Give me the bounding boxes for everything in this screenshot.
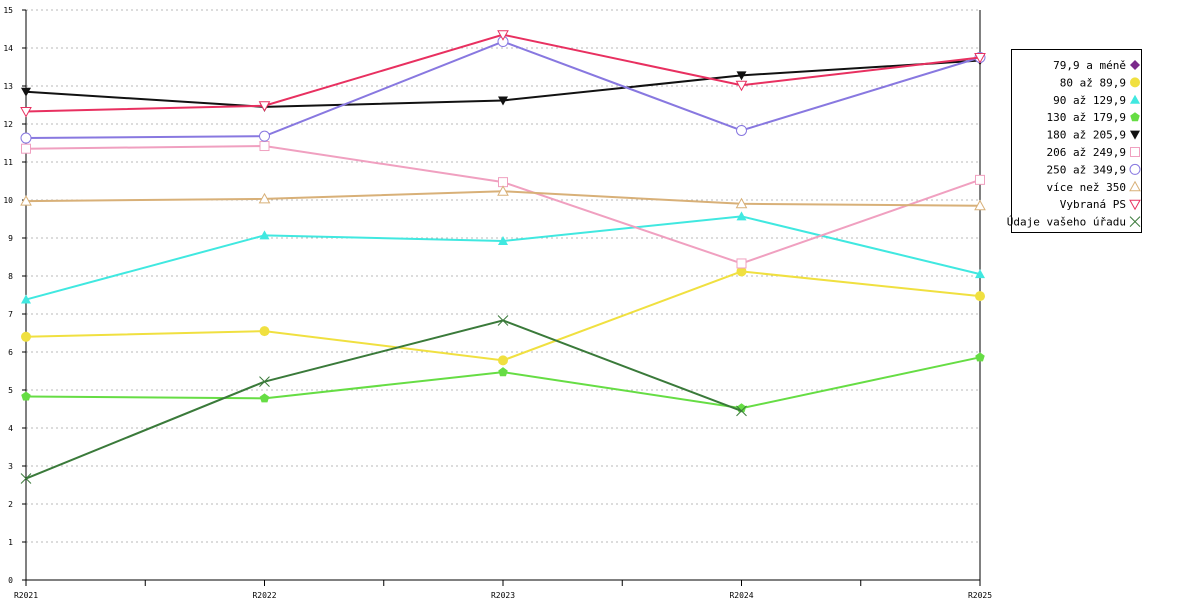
legend-label: 130 až 179,9 xyxy=(1047,111,1126,124)
legend-marker xyxy=(1129,199,1141,211)
series-line xyxy=(25,319,742,480)
data-point xyxy=(498,367,508,377)
data-point xyxy=(21,391,31,401)
data-point xyxy=(975,269,985,279)
series-1 xyxy=(21,266,985,366)
series-8 xyxy=(20,30,986,118)
series-line xyxy=(25,270,981,362)
y-tick-label: 4 xyxy=(8,424,13,433)
legend-label: 90 až 129,9 xyxy=(1053,94,1126,107)
y-tick-label: 10 xyxy=(3,196,13,205)
x-tick-label: R2021 xyxy=(14,591,38,600)
x-tick-label: R2022 xyxy=(252,591,276,600)
x-tick-label: R2024 xyxy=(729,591,753,600)
legend-label: 80 až 89,9 xyxy=(1060,76,1126,89)
legend-marker xyxy=(1129,180,1141,192)
legend: 79,9 a méně 80 až 89,9 90 až 129,9 130 až 1… xyxy=(1007,49,1142,233)
legend-box xyxy=(1011,49,1142,233)
y-tick-label: 6 xyxy=(8,348,13,357)
legend-marker xyxy=(1130,130,1140,140)
data-point xyxy=(975,291,985,302)
y-tick-label: 13 xyxy=(3,82,13,91)
data-point xyxy=(735,197,748,209)
y-tick-label: 8 xyxy=(8,272,13,281)
data-point xyxy=(259,130,270,142)
data-point xyxy=(258,192,271,204)
legend-marker xyxy=(1130,112,1140,122)
legend-label: 180 až 205,9 xyxy=(1047,129,1126,142)
data-point xyxy=(20,195,32,206)
legend-label: 79,9 a méně xyxy=(1053,59,1126,72)
x-tick-label: R2025 xyxy=(968,591,992,600)
series-5 xyxy=(21,141,985,269)
data-point xyxy=(974,199,986,211)
y-tick-label: 1 xyxy=(8,538,13,547)
series-4 xyxy=(21,56,985,112)
y-tick-label: 14 xyxy=(3,44,13,53)
legend-marker xyxy=(1130,94,1140,104)
legend-marker xyxy=(1130,147,1140,157)
data-point xyxy=(21,87,31,97)
legend-label: Vybraná PS xyxy=(1060,198,1126,211)
data-point xyxy=(974,53,986,64)
data-point xyxy=(736,258,747,269)
data-point xyxy=(736,71,747,81)
series-7 xyxy=(20,185,986,211)
y-tick-label: 0 xyxy=(8,576,13,585)
y-tick-label: 5 xyxy=(8,386,13,395)
data-point xyxy=(21,143,31,154)
x-tick-label: R2023 xyxy=(491,591,515,600)
legend-label: Údaje vašeho úřadu xyxy=(1007,216,1126,229)
data-point xyxy=(259,230,270,240)
data-point xyxy=(259,141,270,152)
data-point xyxy=(21,294,31,304)
series-lines xyxy=(20,30,986,484)
data-point xyxy=(975,174,985,185)
y-tick-label: 3 xyxy=(8,462,13,471)
y-tick-label: 11 xyxy=(3,158,13,167)
data-point xyxy=(498,96,508,106)
data-point xyxy=(736,124,747,136)
data-point xyxy=(736,211,747,221)
legend-marker xyxy=(1129,163,1141,175)
legend-label: 206 až 249,9 xyxy=(1047,146,1126,159)
y-tick-label: 2 xyxy=(8,500,13,509)
data-point xyxy=(20,132,32,144)
data-point xyxy=(20,106,32,118)
legend-label: 250 až 349,9 xyxy=(1047,163,1126,176)
series-line xyxy=(25,215,981,301)
series-2 xyxy=(21,211,985,304)
y-tick-label: 12 xyxy=(3,120,13,129)
y-tick-label: 9 xyxy=(8,234,13,243)
data-point xyxy=(498,236,508,246)
data-point xyxy=(259,376,270,387)
legend-label: více než 350 xyxy=(1047,181,1126,194)
series-6 xyxy=(20,36,986,144)
data-point xyxy=(258,101,271,112)
data-point xyxy=(975,352,985,362)
data-point xyxy=(497,315,509,326)
data-point xyxy=(20,473,32,484)
data-point xyxy=(498,355,508,366)
series-9 xyxy=(20,315,747,484)
legend-marker xyxy=(1130,60,1140,70)
data-point xyxy=(497,185,509,196)
data-point xyxy=(21,331,31,342)
legend-marker xyxy=(1130,77,1140,88)
y-tick-label: 7 xyxy=(8,310,13,319)
data-point xyxy=(259,326,270,337)
data-point xyxy=(735,80,748,92)
gridlines xyxy=(26,9,980,543)
data-point xyxy=(736,266,747,277)
legend-marker xyxy=(1129,216,1141,227)
data-point xyxy=(736,405,747,417)
y-tick-label: 15 xyxy=(3,6,13,15)
data-point xyxy=(497,30,509,41)
data-point xyxy=(259,393,270,403)
